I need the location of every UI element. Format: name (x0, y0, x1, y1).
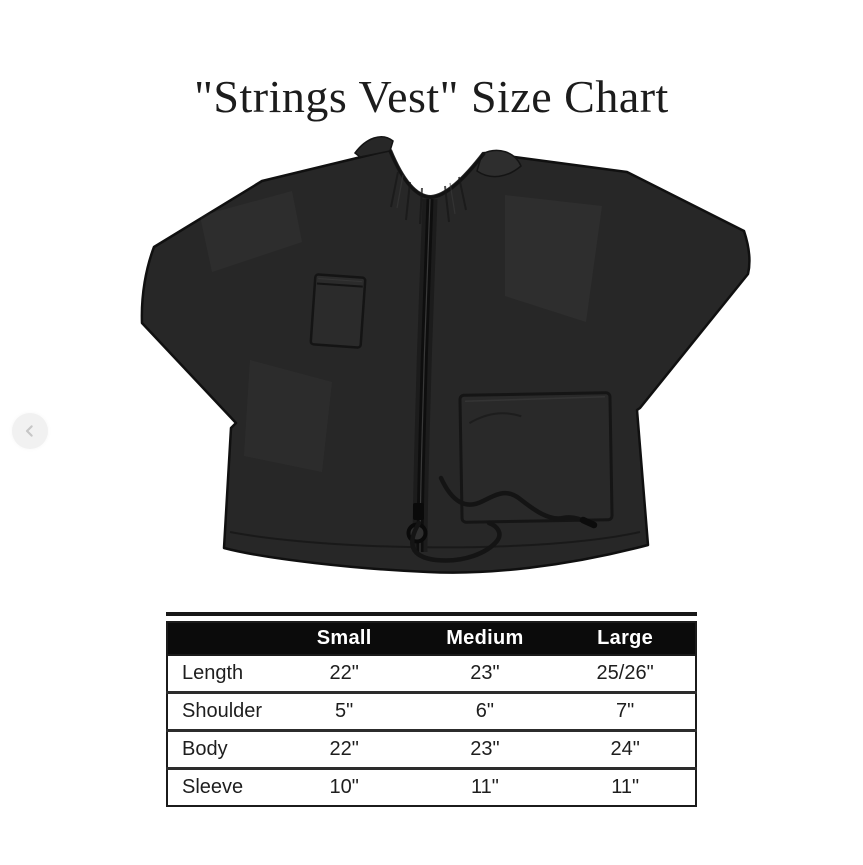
collar-gathering-creases (390, 171, 467, 225)
vest-illustration (140, 136, 751, 574)
row-label: Body (167, 729, 274, 769)
cell-value: 11" (555, 767, 696, 806)
row-label: Shoulder (167, 691, 274, 731)
cell-value: 10" (273, 767, 415, 806)
cell-value: 22" (273, 654, 415, 693)
size-chart-table: Small Medium Large Length 22" 23" 25/26"… (166, 621, 697, 807)
table-row-shoulder: Shoulder 5" 6" 7" (167, 691, 696, 731)
product-photo (125, 125, 765, 595)
cell-value: 6" (414, 691, 556, 731)
cell-value: 5" (273, 691, 415, 731)
cell-value: 24" (555, 729, 696, 769)
row-label: Sleeve (167, 767, 274, 806)
cell-value: 7" (555, 691, 696, 731)
row-label: Length (167, 654, 274, 693)
cell-value: 22" (273, 729, 415, 769)
cell-value: 23" (414, 729, 556, 769)
header-medium: Medium (414, 622, 556, 655)
cell-value: 25/26" (555, 654, 696, 693)
neckline (388, 149, 486, 200)
cell-value: 23" (414, 654, 556, 693)
chest-pocket (309, 273, 367, 349)
table-row-body: Body 22" 23" 24" (167, 729, 696, 769)
table-row-length: Length 22" 23" 25/26" (167, 654, 696, 693)
collar-left-fold (353, 136, 394, 158)
header-large: Large (555, 622, 696, 655)
table-row-sleeve: Sleeve 10" 11" 11" (167, 767, 696, 806)
header-corner-cell (167, 622, 274, 655)
collar-gathering-highlights (396, 174, 456, 215)
header-small: Small (273, 622, 415, 655)
size-chart: Small Medium Large Length 22" 23" 25/26"… (166, 612, 697, 807)
hem-seam (229, 531, 641, 549)
cell-value: 11" (414, 767, 556, 806)
page-title: "Strings Vest" Size Chart (194, 71, 669, 122)
collar-right-fold (476, 149, 522, 178)
drawstring-cord (410, 475, 591, 563)
drawstring-aglet (579, 516, 598, 529)
chevron-left-icon (25, 425, 33, 437)
header-row: Small Medium Large (167, 622, 696, 655)
carousel-prev-button[interactable] (12, 413, 48, 449)
main-pocket (458, 391, 614, 524)
chart-top-rule (166, 612, 697, 616)
